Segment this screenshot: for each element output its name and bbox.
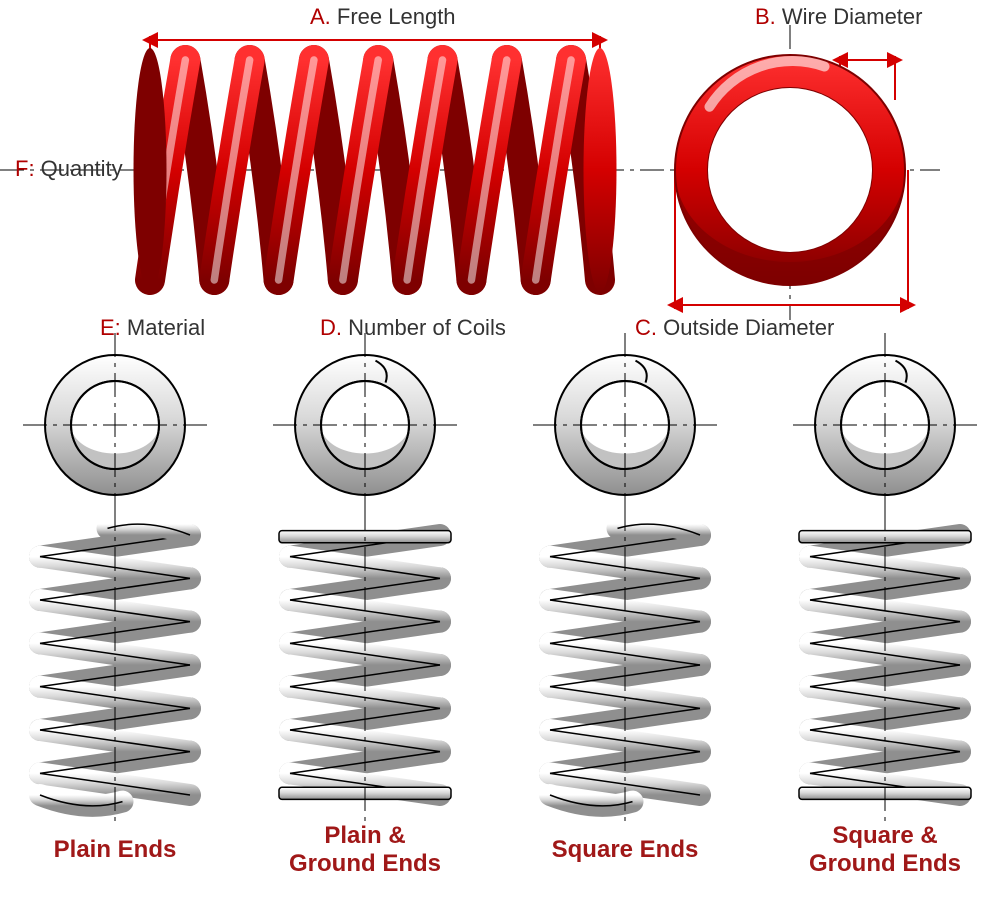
end-label-plain: Plain Ends (5, 836, 225, 864)
label-text: Outside Diameter (657, 315, 834, 340)
label-text: Number of Coils (342, 315, 506, 340)
label-letter: A. (310, 4, 331, 29)
label-a-free-length: A. Free Length (310, 4, 456, 30)
label-b-wire-diameter: B. Wire Diameter (755, 4, 922, 30)
label-c-outside-diameter: C. Outside Diameter (635, 315, 834, 341)
label-letter: B. (755, 4, 776, 29)
label-letter: E: (100, 315, 121, 340)
label-text: Quantity (35, 156, 123, 181)
end-label-square-ground: Square &Ground Ends (775, 822, 995, 877)
label-text: Free Length (331, 4, 456, 29)
end-label-plain-ground: Plain &Ground Ends (255, 822, 475, 877)
label-letter: C. (635, 315, 657, 340)
label-text: Wire Diameter (776, 4, 923, 29)
label-letter: F: (15, 156, 35, 181)
end-label-square: Square Ends (515, 836, 735, 864)
label-text: Material (121, 315, 205, 340)
label-f-quantity: F: Quantity (15, 156, 123, 182)
label-e-material: E: Material (100, 315, 205, 341)
label-d-number-of-coils: D. Number of Coils (320, 315, 506, 341)
main-spring-end (675, 55, 905, 285)
label-letter: D. (320, 315, 342, 340)
